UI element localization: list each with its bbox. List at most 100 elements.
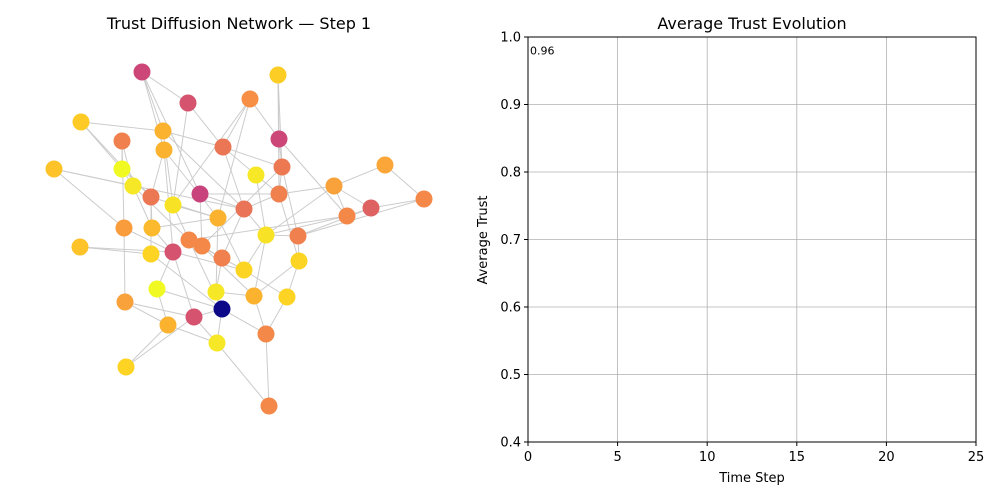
network-panel: Trust Diffusion Network — Step 1 <box>45 14 433 415</box>
network-node <box>142 188 160 206</box>
network-edge <box>80 121 164 132</box>
network-node <box>415 190 433 208</box>
network-node <box>362 199 380 217</box>
y-tick-label: 0.7 <box>500 233 521 248</box>
network-edge <box>216 342 270 407</box>
network-node <box>376 156 394 174</box>
y-tick-label: 1.0 <box>500 31 521 46</box>
network-edge <box>278 193 300 262</box>
network-node <box>185 308 203 326</box>
network-node <box>208 334 226 352</box>
network-edge <box>253 234 267 297</box>
network-node <box>113 132 131 150</box>
y-tick-label: 0.4 <box>500 436 521 451</box>
network-node <box>213 300 231 318</box>
network-edge <box>297 207 372 237</box>
network-node <box>116 293 134 311</box>
trust-value-label: 0.96 <box>530 45 555 58</box>
x-axis-ticks: 0 5 10 15 20 25 <box>524 442 984 465</box>
network-node <box>214 138 232 156</box>
network-edge <box>222 146 245 210</box>
network-edge <box>124 301 195 318</box>
network-node <box>148 280 166 298</box>
chart-grid <box>527 36 977 443</box>
network-node <box>71 238 89 256</box>
network-edge <box>162 130 224 148</box>
network-edge <box>123 227 126 303</box>
network-edge <box>222 146 283 168</box>
y-tick-label: 0.9 <box>500 98 521 113</box>
network-node <box>278 288 296 306</box>
network-edge <box>150 253 223 310</box>
y-tick-label: 0.8 <box>500 166 521 181</box>
network-edge <box>53 168 125 229</box>
network-edge <box>265 215 348 236</box>
network-edge <box>217 98 251 219</box>
y-tick-label: 0.5 <box>500 368 521 383</box>
network-node <box>289 227 307 245</box>
network-node <box>207 283 225 301</box>
trust-annotations: 0.96 <box>530 45 555 58</box>
network-edge <box>297 198 425 237</box>
network-node <box>247 166 265 184</box>
network-edge <box>370 198 425 209</box>
network-title: Trust Diffusion Network — Step 1 <box>106 14 371 33</box>
network-edge <box>123 227 174 253</box>
network-node <box>72 113 90 131</box>
x-tick-label: 5 <box>613 450 621 465</box>
network-nodes <box>45 63 433 415</box>
network-edge <box>222 98 251 148</box>
network-edge <box>278 185 335 195</box>
y-axis-label: Average Trust <box>476 195 491 284</box>
network-node <box>133 63 151 81</box>
network-edge <box>199 193 203 247</box>
network-node <box>241 90 259 108</box>
network-edge <box>172 102 189 206</box>
network-edge <box>156 288 223 310</box>
network-edge <box>172 251 245 271</box>
network-node <box>124 177 142 195</box>
network-edge <box>121 140 125 229</box>
network-node <box>257 325 275 343</box>
network-edge <box>201 245 255 297</box>
network-node <box>269 66 287 84</box>
x-tick-label: 20 <box>878 450 895 465</box>
network-node <box>154 122 172 140</box>
network-node <box>245 287 263 305</box>
network-edge <box>281 166 299 237</box>
network-edge <box>79 246 152 255</box>
network-edge <box>151 217 219 229</box>
network-node <box>235 261 253 279</box>
network-node <box>257 226 275 244</box>
network-edge <box>167 324 218 344</box>
network-node <box>273 158 291 176</box>
network-node <box>338 207 356 225</box>
network-node <box>213 249 231 267</box>
network-edge <box>132 185 190 241</box>
network-edge <box>125 316 195 368</box>
network-node <box>325 177 343 195</box>
x-tick-label: 10 <box>699 450 716 465</box>
x-tick-label: 0 <box>524 450 532 465</box>
network-node <box>164 196 182 214</box>
network-edges <box>53 71 425 407</box>
network-edge <box>277 74 283 168</box>
network-edge <box>384 164 425 200</box>
network-edge <box>253 260 300 297</box>
network-node <box>117 358 135 376</box>
network-edge <box>141 71 189 104</box>
network-edge <box>172 98 251 206</box>
network-edge <box>172 251 195 318</box>
network-node <box>113 160 131 178</box>
network-node <box>270 185 288 203</box>
x-axis-label: Time Step <box>718 471 785 486</box>
x-tick-label: 25 <box>968 450 985 465</box>
network-node <box>260 397 278 415</box>
network-node <box>209 209 227 227</box>
y-axis-ticks: 0.4 0.5 0.6 0.7 0.8 0.9 1.0 <box>500 31 528 451</box>
trust-chart-title: Average Trust Evolution <box>657 14 846 33</box>
network-node <box>235 200 253 218</box>
network-node <box>270 130 288 148</box>
network-edge <box>333 164 386 187</box>
